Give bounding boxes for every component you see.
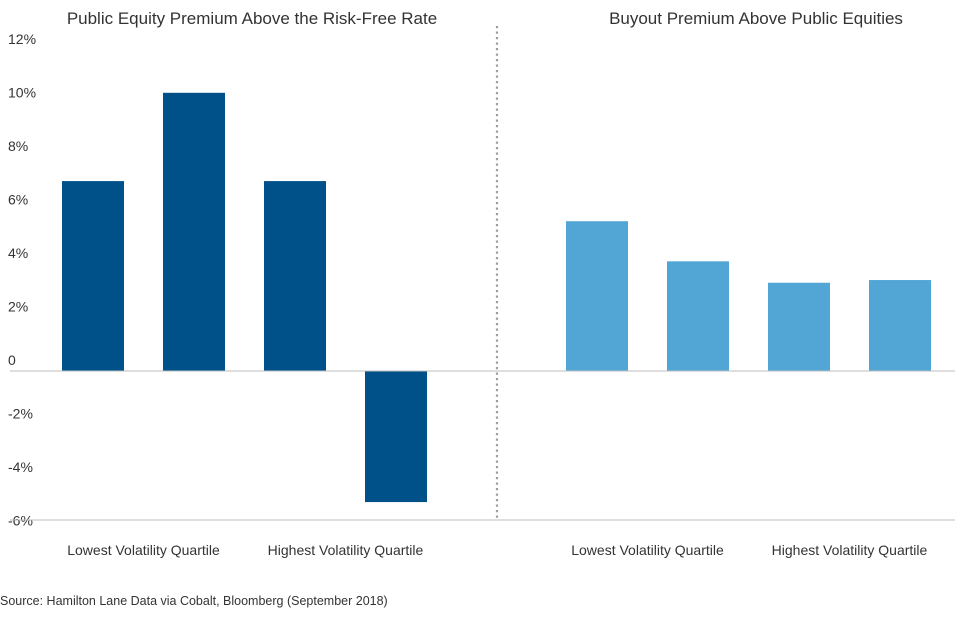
y-tick-label: -2% [8,406,33,422]
left-x-label: Lowest Volatility Quartile [67,542,220,558]
x-axis-labels: Lowest Volatility Quartile Highest Volati… [67,542,927,558]
right-bar-q1 [566,221,628,371]
left-bar-q3 [264,181,326,371]
source-note: Source: Hamilton Lane Data via Cobalt, B… [0,594,388,608]
y-tick-label: 12% [8,31,36,47]
y-tick-label: -4% [8,459,33,475]
right-x-label: Highest Volatility Quartile [772,542,928,558]
y-axis: 12%10%8%6%4%2%0-2%-4%-6% [8,31,36,529]
y-tick-label: 0 [8,352,16,368]
right-x-label: Lowest Volatility Quartile [571,542,724,558]
left-chart-title: Public Equity Premium Above the Risk-Fre… [67,9,437,28]
right-bar-q2 [667,261,729,371]
right-bar-q4 [869,280,931,371]
right-bar-q3 [768,282,830,371]
right-chart-title: Buyout Premium Above Public Equities [609,9,903,28]
left-bar-q1 [62,181,124,371]
bars [62,92,931,503]
left-bar-q4 [365,371,427,503]
y-tick-label: 6% [8,192,28,208]
y-tick-label: 2% [8,299,28,315]
y-tick-label: 10% [8,85,36,101]
left-bar-q2 [163,92,225,372]
y-tick-label: 4% [8,245,28,261]
y-tick-label: 8% [8,138,28,154]
left-x-label: Highest Volatility Quartile [268,542,424,558]
